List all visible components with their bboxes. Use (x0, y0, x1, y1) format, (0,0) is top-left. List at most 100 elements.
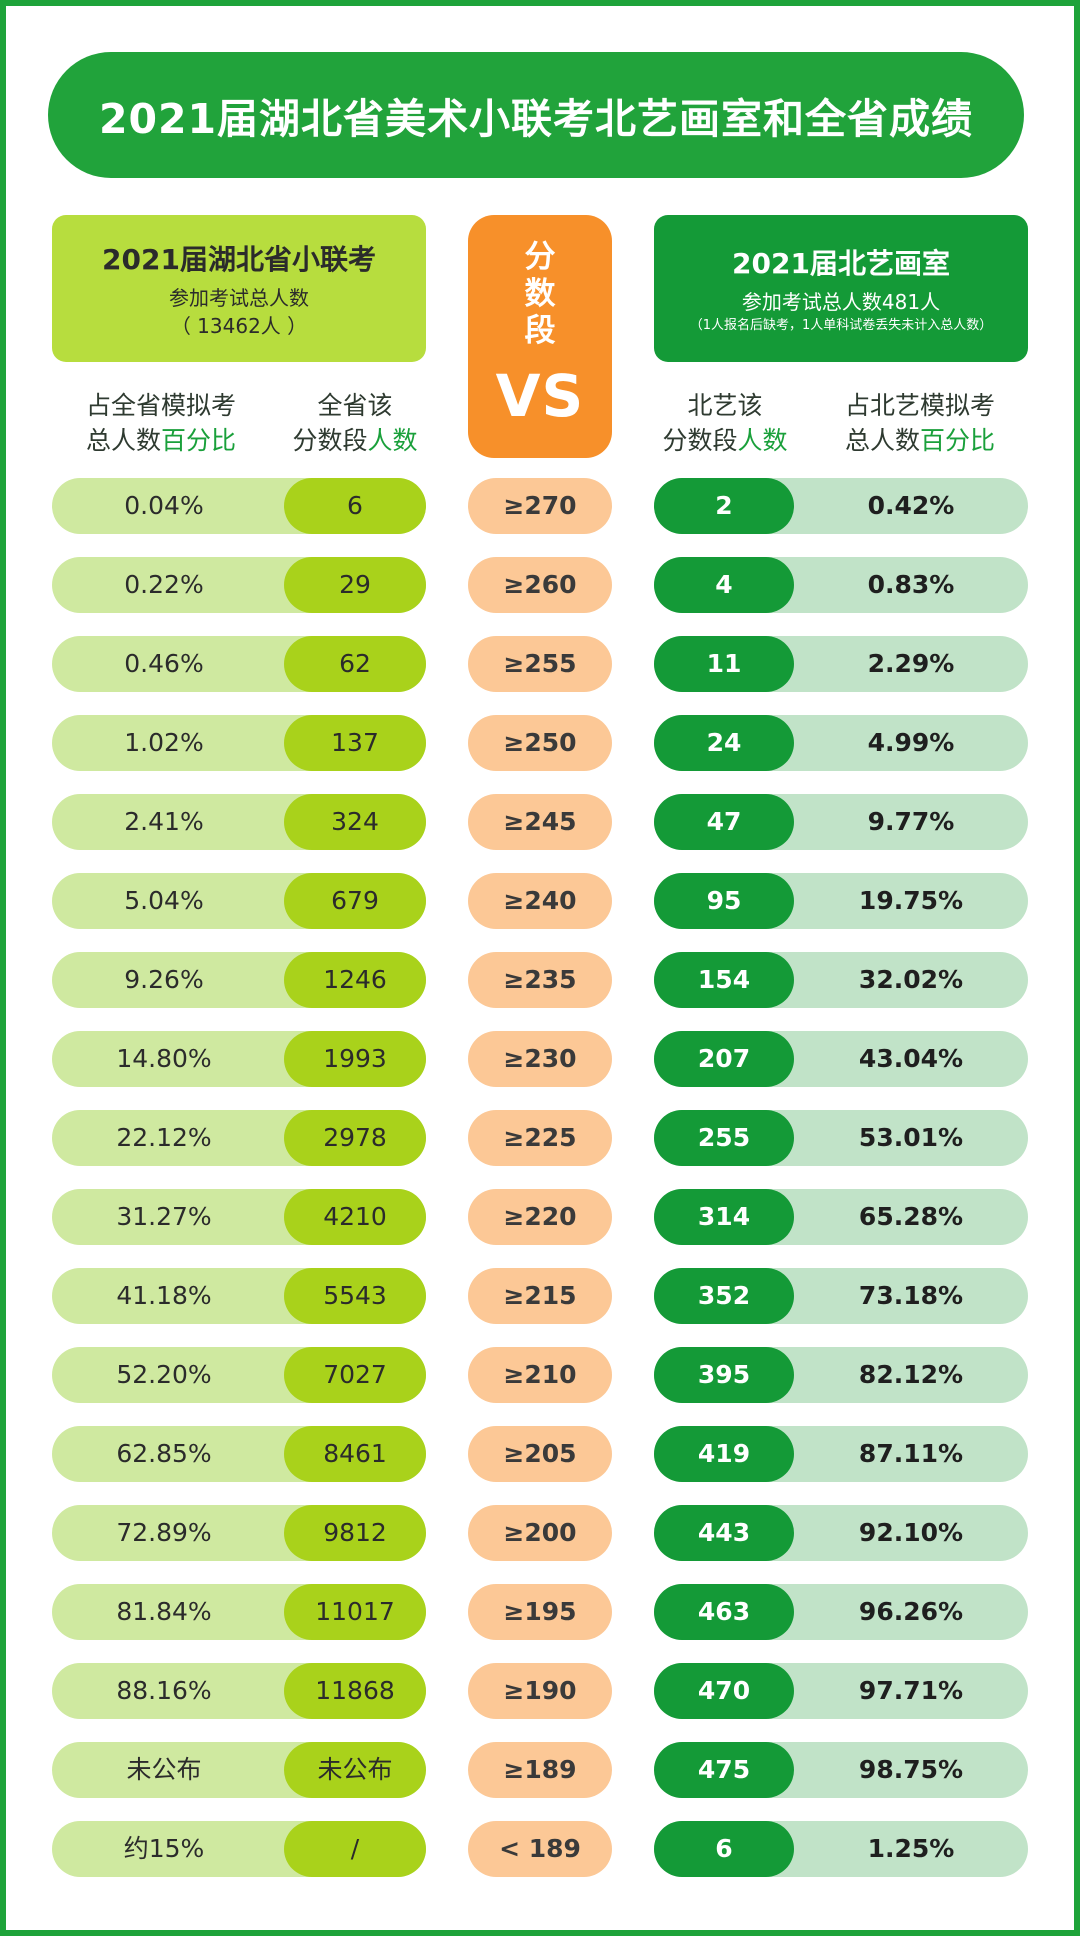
score-range: ≥189 (468, 1742, 612, 1798)
column-label-line1: 占北艺模拟考 (844, 391, 995, 420)
table-row: 未公布 未公布 ≥189 475 98.75% (0, 1742, 1080, 1798)
score-range: ≥245 (468, 794, 612, 850)
studio-pill: 4 0.83% (654, 557, 1028, 613)
table-row: 14.80% 1993 ≥230 207 43.04% (0, 1031, 1080, 1087)
studio-count: 47 (654, 794, 794, 850)
province-count: 1993 (284, 1031, 426, 1087)
province-percent: 2.41% (124, 807, 204, 836)
province-count: 11868 (284, 1663, 426, 1719)
studio-percent: 4.99% (867, 728, 955, 757)
studio-count: 475 (654, 1742, 794, 1798)
column-label-line2: 总人数 (844, 426, 920, 455)
studio-percent: 96.26% (858, 1597, 964, 1626)
province-header-subtitle: 参加考试总人数 (169, 285, 309, 310)
studio-pill: 443 92.10% (654, 1505, 1028, 1561)
studio-percent: 0.83% (867, 570, 955, 599)
studio-pill: 95 19.75% (654, 873, 1028, 929)
studio-count: 314 (654, 1189, 794, 1245)
table-row: 1.02% 137 ≥250 24 4.99% (0, 715, 1080, 771)
studio-percent: 1.25% (867, 1834, 955, 1863)
column-label-studio-count: 北艺该 分数段人数 (630, 388, 820, 458)
column-label-highlight: 人数 (737, 426, 788, 455)
column-label-line2: 分数段 (292, 426, 368, 455)
province-percent: 5.04% (124, 886, 204, 915)
score-range: ≥220 (468, 1189, 612, 1245)
score-range: ≥230 (468, 1031, 612, 1087)
province-count: 62 (284, 636, 426, 692)
column-label-highlight: 人数 (367, 426, 418, 455)
studio-count: 419 (654, 1426, 794, 1482)
province-percent: 9.26% (124, 965, 204, 994)
studio-pill: 463 96.26% (654, 1584, 1028, 1640)
table-row: 88.16% 11868 ≥190 470 97.71% (0, 1663, 1080, 1719)
studio-count: 2 (654, 478, 794, 534)
column-label-line1: 占全省模拟考 (85, 391, 236, 420)
province-pill: 41.18% 5543 (52, 1268, 426, 1324)
studio-count: 154 (654, 952, 794, 1008)
province-percent: 0.04% (124, 491, 204, 520)
province-count: 2978 (284, 1110, 426, 1166)
column-label-line2: 总人数 (85, 426, 161, 455)
studio-count: 207 (654, 1031, 794, 1087)
studio-count: 470 (654, 1663, 794, 1719)
studio-count: 463 (654, 1584, 794, 1640)
province-count: 6 (284, 478, 426, 534)
score-range: ≥225 (468, 1110, 612, 1166)
studio-percent: 97.71% (858, 1676, 964, 1705)
studio-count: 11 (654, 636, 794, 692)
studio-percent: 73.18% (858, 1281, 964, 1310)
studio-count: 6 (654, 1821, 794, 1877)
studio-header-subtitle: 参加考试总人数481人 (741, 289, 941, 314)
table-row: 5.04% 679 ≥240 95 19.75% (0, 873, 1080, 929)
column-label-province-count: 全省该 分数段人数 (260, 388, 450, 458)
table-row: 72.89% 9812 ≥200 443 92.10% (0, 1505, 1080, 1561)
table-row: 0.22% 29 ≥260 4 0.83% (0, 557, 1080, 613)
vs-label: VS (495, 362, 585, 430)
score-range: ≥205 (468, 1426, 612, 1482)
score-range: ≥260 (468, 557, 612, 613)
page-title-text: 2021届湖北省美术小联考北艺画室和全省成绩 (98, 95, 974, 143)
score-range-header: 分数段 VS (468, 215, 612, 458)
province-pill: 52.20% 7027 (52, 1347, 426, 1403)
province-count: 未公布 (284, 1742, 426, 1798)
province-pill: 62.85% 8461 (52, 1426, 426, 1482)
studio-percent: 43.04% (858, 1044, 964, 1073)
studio-pill: 24 4.99% (654, 715, 1028, 771)
table-row: 9.26% 1246 ≥235 154 32.02% (0, 952, 1080, 1008)
score-range: ≥210 (468, 1347, 612, 1403)
studio-pill: 2 0.42% (654, 478, 1028, 534)
studio-percent: 92.10% (858, 1518, 964, 1547)
province-count: 324 (284, 794, 426, 850)
studio-percent: 65.28% (858, 1202, 964, 1231)
studio-percent: 2.29% (867, 649, 955, 678)
province-percent: 约15% (123, 1834, 205, 1863)
province-percent: 0.46% (124, 649, 204, 678)
province-percent: 81.84% (116, 1597, 212, 1626)
province-pill: 2.41% 324 (52, 794, 426, 850)
score-range: ≥215 (468, 1268, 612, 1324)
studio-count: 443 (654, 1505, 794, 1561)
province-pill: 81.84% 11017 (52, 1584, 426, 1640)
province-pill: 未公布 未公布 (52, 1742, 426, 1798)
score-range: ≥195 (468, 1584, 612, 1640)
province-header-title: 2021届湖北省小联考 (102, 242, 376, 276)
province-count: 9812 (284, 1505, 426, 1561)
province-count: 5543 (284, 1268, 426, 1324)
table-row: 22.12% 2978 ≥225 255 53.01% (0, 1110, 1080, 1166)
studio-header: 2021届北艺画室 参加考试总人数481人 （1人报名后缺考，1人单科试卷丢失未… (654, 215, 1028, 362)
score-range: ≥200 (468, 1505, 612, 1561)
province-pill: 0.22% 29 (52, 557, 426, 613)
table-row: 41.18% 5543 ≥215 352 73.18% (0, 1268, 1080, 1324)
studio-count: 352 (654, 1268, 794, 1324)
table-row: 62.85% 8461 ≥205 419 87.11% (0, 1426, 1080, 1482)
studio-count: 395 (654, 1347, 794, 1403)
studio-pill: 475 98.75% (654, 1742, 1028, 1798)
province-pill: 14.80% 1993 (52, 1031, 426, 1087)
page-title: 2021届湖北省美术小联考北艺画室和全省成绩 (48, 52, 1024, 178)
province-pill: 5.04% 679 (52, 873, 426, 929)
studio-pill: 395 82.12% (654, 1347, 1028, 1403)
studio-percent: 9.77% (867, 807, 955, 836)
column-label-highlight: 百分比 (920, 426, 996, 455)
province-count: 8461 (284, 1426, 426, 1482)
studio-pill: 154 32.02% (654, 952, 1028, 1008)
